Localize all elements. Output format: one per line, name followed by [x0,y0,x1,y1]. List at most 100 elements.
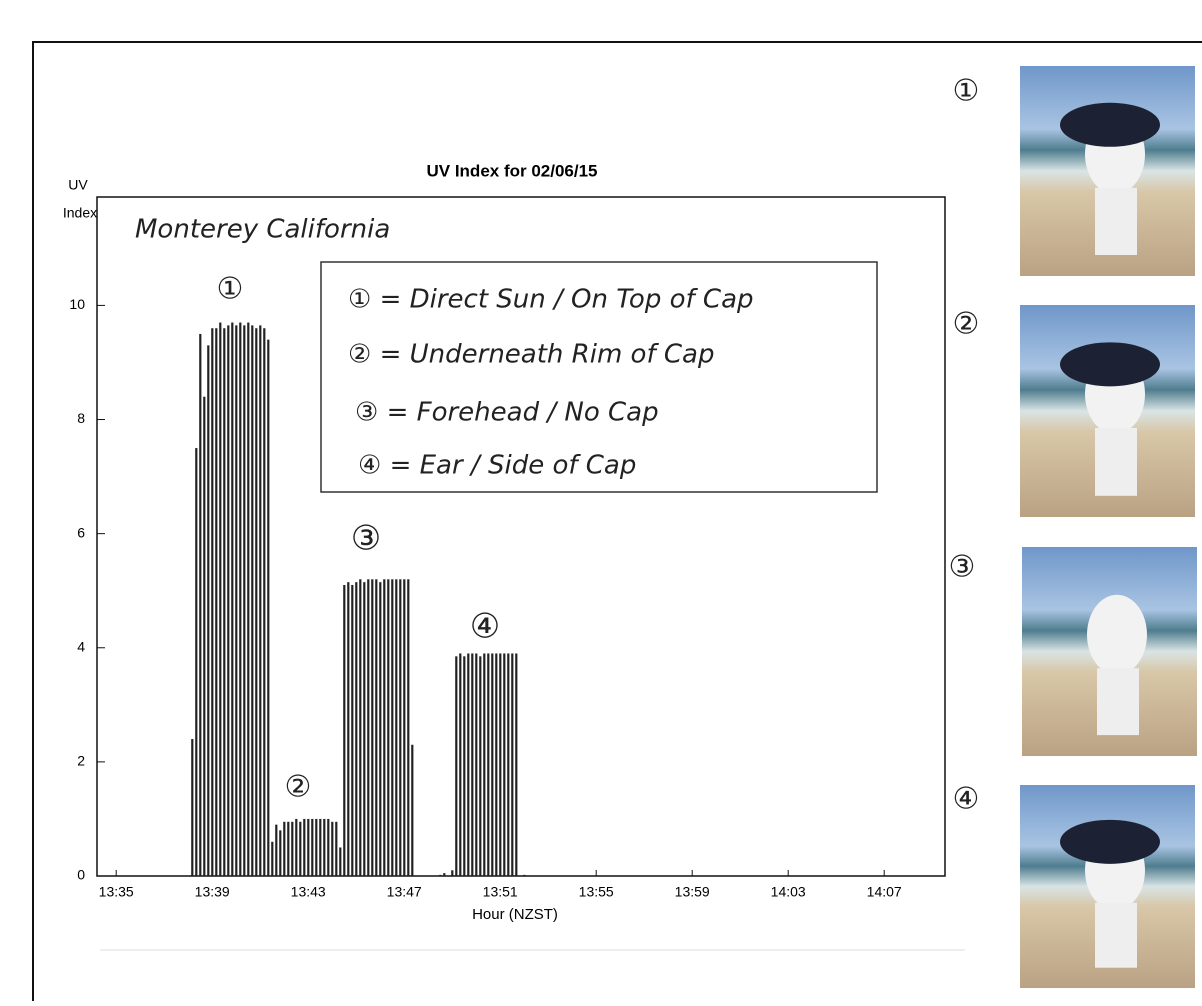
legend-line: ① = Direct Sun / On Top of Cap [348,285,754,315]
photo-label: ① [953,74,980,109]
bar [243,325,245,876]
photo-neck [1095,188,1137,255]
bar [479,656,481,876]
bar [499,653,501,876]
bar [443,873,445,876]
bar [487,653,489,876]
bar [363,582,365,876]
legend-line: ③ = Forehead / No Cap [355,398,659,428]
bar [279,830,281,876]
bar [267,340,269,876]
legend-line: ② = Underneath Rim of Cap [348,340,714,370]
location-note: Monterey California [135,215,390,245]
y-tick-label: 8 [77,410,85,426]
bar [467,653,469,876]
bar [203,397,205,876]
bar [371,579,373,876]
bar [391,579,393,876]
x-tick-label: 13:55 [579,884,614,900]
bar [399,579,401,876]
bar [375,579,377,876]
bar [295,819,297,876]
photo-neck [1095,903,1137,968]
x-tick-label: 13:51 [483,884,518,900]
bar [323,819,325,876]
y-tick-label: 10 [69,296,85,312]
bar [463,656,465,876]
bar [459,653,461,876]
bar [351,585,353,876]
bar [331,822,333,876]
bar [339,847,341,876]
bar [515,653,517,876]
bar [507,653,509,876]
y-tick-label: 2 [77,753,85,769]
bar [347,582,349,876]
photo-cap [1060,103,1160,147]
group-marker: ② [285,770,312,805]
bar [275,825,277,876]
bar [283,822,285,876]
photo-cap [1060,342,1160,386]
x-tick-label: 13:59 [675,884,710,900]
bar [403,579,405,876]
bar [219,323,221,876]
bar [263,328,265,876]
bar [195,448,197,876]
x-tick-label: 13:43 [291,884,326,900]
chart-title: UV Index for 02/06/15 [426,161,597,180]
bar [379,582,381,876]
legend-line: ④ = Ear / Side of Cap [358,451,636,481]
x-tick-label: 13:35 [99,884,134,900]
bar [207,345,209,876]
x-tick-label: 13:39 [195,884,230,900]
bar [211,328,213,876]
bar [455,656,457,876]
bar [343,585,345,876]
photo-cap [1060,820,1160,864]
bar [231,323,233,876]
bar [215,328,217,876]
bar [235,325,237,876]
bar [407,579,409,876]
y-tick-label: 0 [77,867,85,883]
bar [511,653,513,876]
bar [475,653,477,876]
bar [483,653,485,876]
bar [227,325,229,876]
bar [411,745,413,876]
group-marker: ③ [351,519,381,559]
bar [451,870,453,876]
bar [303,819,305,876]
group-marker: ④ [470,607,500,647]
bar [335,822,337,876]
bar [199,334,201,876]
bar [287,822,289,876]
photo-label: ④ [953,782,980,817]
bar [291,822,293,876]
bar [359,579,361,876]
y-axis-label: UV [68,177,88,193]
x-tick-label: 14:07 [867,884,902,900]
bar [495,653,497,876]
bar [383,579,385,876]
x-tick-label: 14:03 [771,884,806,900]
bar [251,325,253,876]
y-tick-label: 6 [77,524,85,540]
bar [491,653,493,876]
x-axis-label: Hour (NZST) [472,906,558,923]
bar [327,819,329,876]
bar [191,739,193,876]
photo-label: ③ [949,550,976,585]
bar [503,653,505,876]
photo-neck [1097,668,1139,735]
bar [387,579,389,876]
bar [439,875,441,876]
bar [311,819,313,876]
x-tick-label: 13:47 [387,884,422,900]
y-axis-label: Index [63,205,97,221]
bar [299,822,301,876]
bar [259,325,261,876]
bar [255,328,257,876]
bar [271,842,273,876]
